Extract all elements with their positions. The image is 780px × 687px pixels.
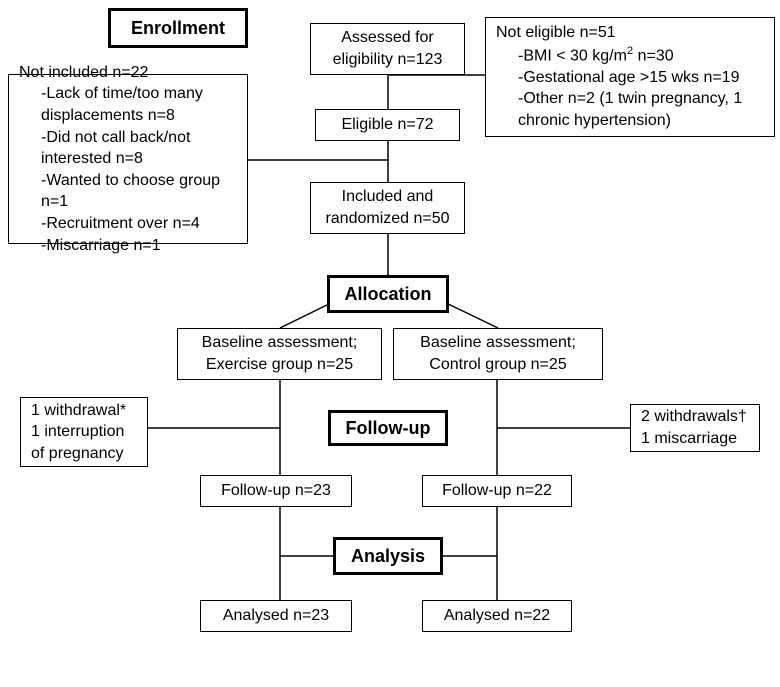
not-eligible-head: Not eligible n=51 (496, 22, 616, 44)
node-assessed: Assessed for eligibility n=123 (310, 23, 465, 75)
phase-followup-label: Follow-up (346, 416, 431, 440)
not-eligible-bmi: -BMI < 30 kg/m2 n=30 (496, 44, 674, 67)
included-line1: Included and (342, 186, 434, 208)
node-withdrawal-left: 1 withdrawal* 1 interruption of pregnanc… (20, 397, 148, 467)
not-included-5: -Miscarriage n=1 (19, 235, 161, 257)
baseline-ct-l2: Control group n=25 (429, 354, 566, 376)
left-wd-l3: of pregnancy (31, 443, 124, 465)
not-included-1b: displacements n=8 (19, 105, 175, 127)
baseline-ex-l2: Exercise group n=25 (206, 354, 353, 376)
not-eligible-age: -Gestational age >15 wks n=19 (496, 67, 739, 89)
node-followup-control: Follow-up n=22 (422, 475, 572, 507)
not-included-3: -Wanted to choose group n=1 (19, 170, 237, 213)
node-analysed-control: Analysed n=22 (422, 600, 572, 632)
flowchart-stage: Enrollment Assessed for eligibility n=12… (0, 0, 780, 687)
not-included-1a: -Lack of time/too many (19, 83, 203, 105)
not-eligible-other-a: -Other n=2 (1 twin pregnancy, 1 (496, 88, 742, 110)
node-baseline-exercise: Baseline assessment; Exercise group n=25 (177, 328, 382, 380)
left-wd-l2: 1 interruption (31, 421, 124, 443)
phase-followup: Follow-up (328, 410, 448, 446)
node-eligible: Eligible n=72 (315, 109, 460, 141)
node-not-included: Not included n=22 -Lack of time/too many… (8, 74, 248, 244)
fu-ex-label: Follow-up n=23 (221, 480, 331, 502)
not-included-head: Not included n=22 (19, 62, 148, 84)
not-included-2b: interested n=8 (19, 148, 143, 170)
node-baseline-control: Baseline assessment; Control group n=25 (393, 328, 603, 380)
eligible-label: Eligible n=72 (341, 114, 433, 136)
assessed-line1: Assessed for (341, 27, 433, 49)
left-wd-l1: 1 withdrawal* (31, 400, 126, 422)
phase-analysis-label: Analysis (351, 544, 425, 568)
baseline-ct-l1: Baseline assessment; (420, 332, 576, 354)
fu-ct-label: Follow-up n=22 (442, 480, 552, 502)
node-included: Included and randomized n=50 (310, 182, 465, 234)
assessed-line2: eligibility n=123 (333, 49, 443, 71)
right-wd-l1: 2 withdrawals† (641, 406, 747, 428)
phase-allocation: Allocation (327, 275, 449, 313)
phase-allocation-label: Allocation (344, 282, 431, 306)
an-ex-label: Analysed n=23 (223, 605, 329, 627)
an-ct-label: Analysed n=22 (444, 605, 550, 627)
included-line2: randomized n=50 (325, 208, 449, 230)
baseline-ex-l1: Baseline assessment; (202, 332, 358, 354)
phase-analysis: Analysis (333, 537, 443, 575)
node-not-eligible: Not eligible n=51 -BMI < 30 kg/m2 n=30 -… (485, 17, 775, 137)
node-followup-exercise: Follow-up n=23 (200, 475, 352, 507)
not-included-4: -Recruitment over n=4 (19, 213, 200, 235)
phase-enrollment: Enrollment (108, 8, 248, 48)
node-withdrawal-right: 2 withdrawals† 1 miscarriage (630, 404, 760, 452)
phase-enrollment-label: Enrollment (131, 16, 225, 40)
node-analysed-exercise: Analysed n=23 (200, 600, 352, 632)
not-included-2a: -Did not call back/not (19, 127, 190, 149)
not-eligible-other-b: chronic hypertension) (496, 110, 671, 132)
right-wd-l2: 1 miscarriage (641, 428, 737, 450)
